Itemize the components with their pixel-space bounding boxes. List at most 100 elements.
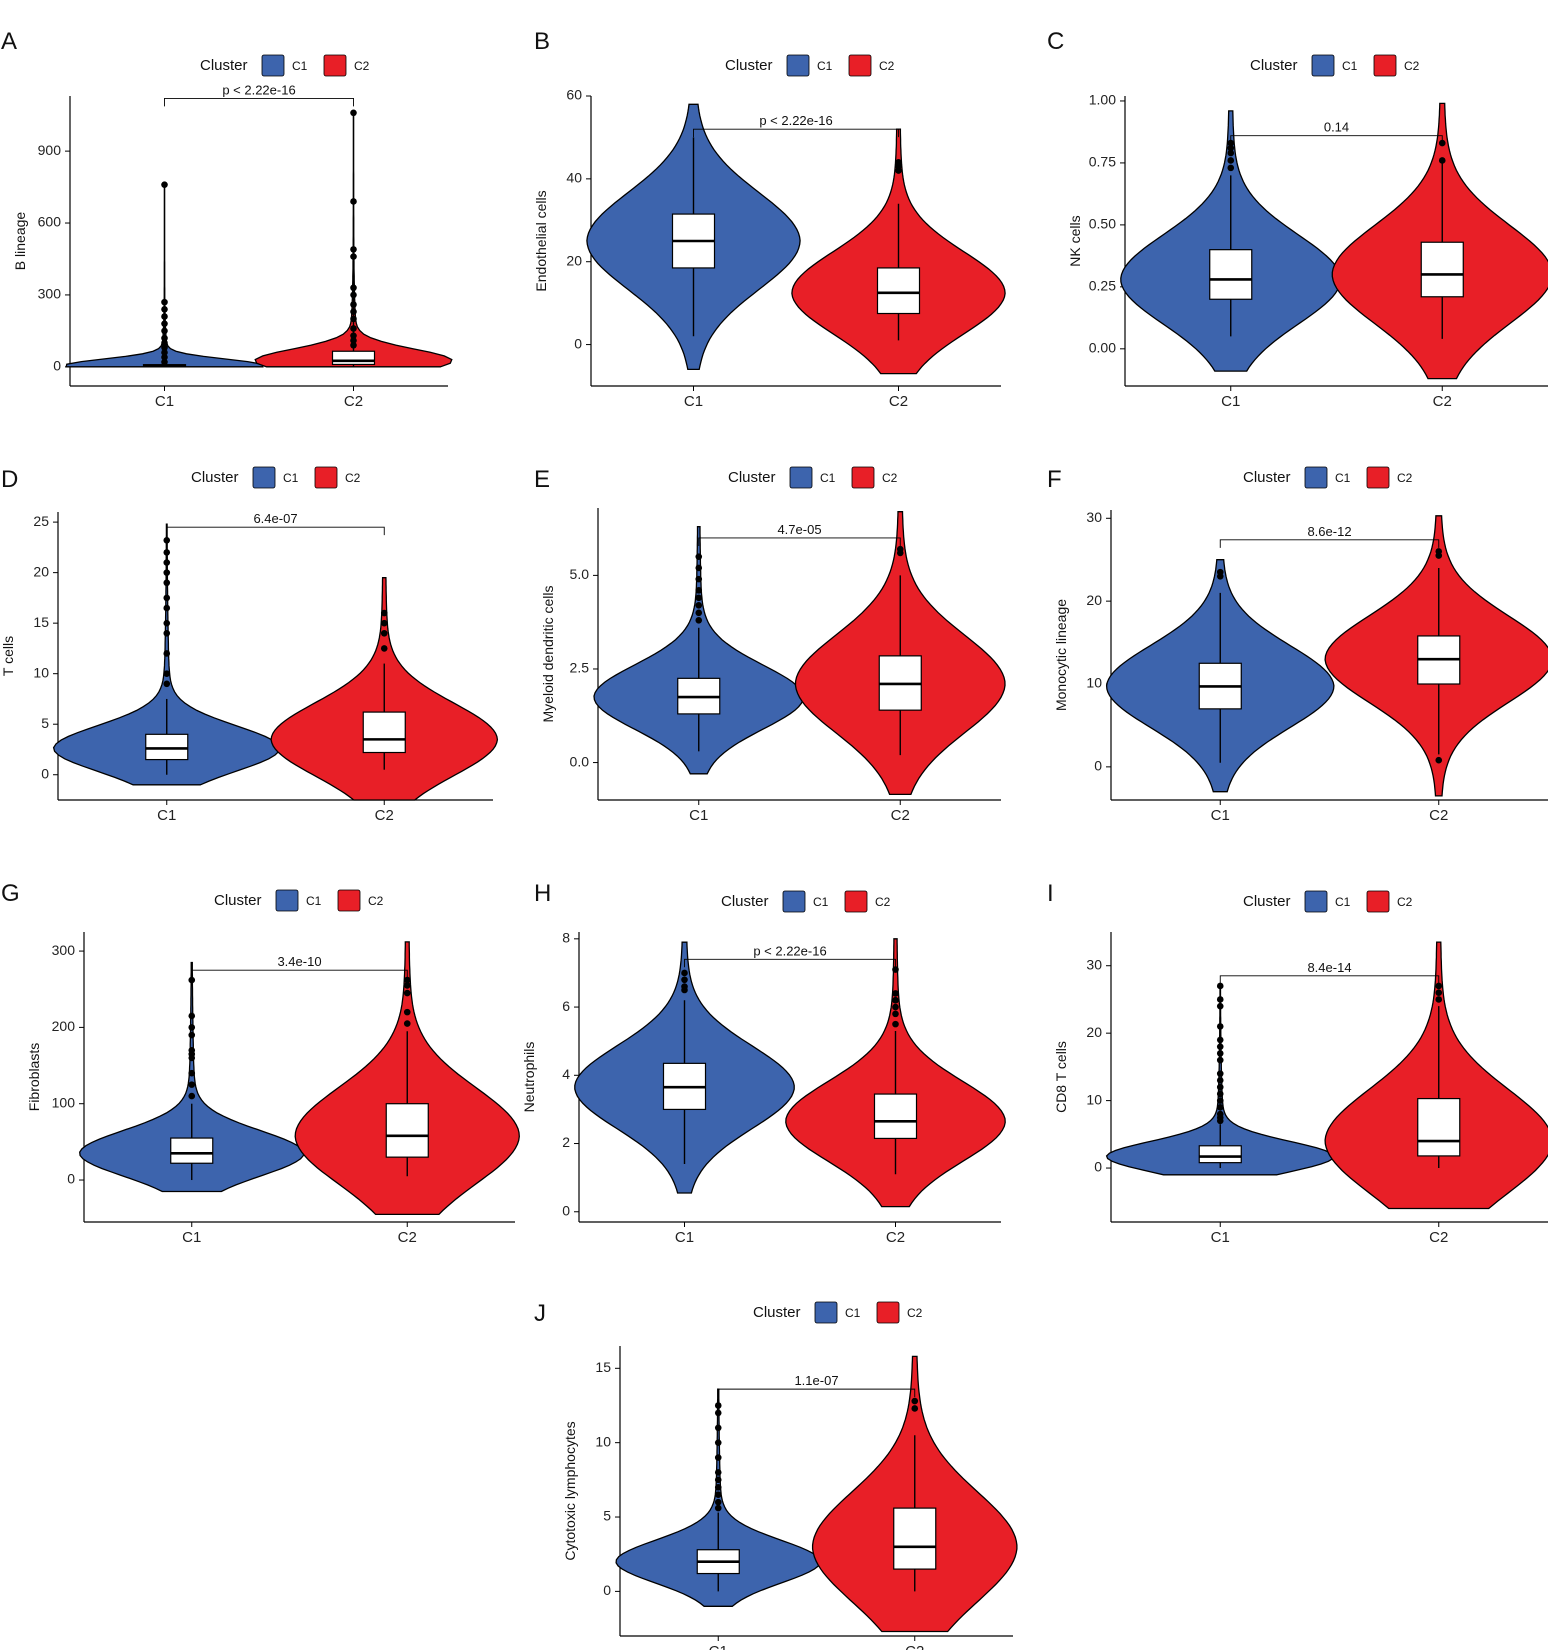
panel-letter: C [1047, 28, 1064, 55]
y-tick-label: 0 [603, 1582, 611, 1598]
box-c2 [876, 267, 921, 315]
significance-bracket [717, 1388, 916, 1398]
outlier-point [1435, 548, 1443, 555]
significance-bracket [191, 969, 408, 979]
x-tick-label: C2 [1429, 807, 1448, 824]
outlier-point [350, 325, 357, 332]
outlier-point [403, 976, 411, 984]
legend: Cluster C1 C2 [1250, 54, 1420, 77]
y-tick-label: 30 [1086, 956, 1102, 972]
outlier-point [188, 1012, 196, 1020]
legend: Cluster C1 C2 [214, 889, 384, 912]
outlier-point [892, 1020, 899, 1028]
box-c2 [385, 1103, 429, 1158]
outlier-point [403, 1008, 411, 1016]
legend-key-c1 [1304, 466, 1328, 489]
outlier-point [1216, 982, 1224, 990]
outlier-point [695, 575, 703, 583]
y-axis-label: Myeloid dendritic cells [540, 586, 556, 723]
legend-key-c2 [1373, 54, 1397, 77]
outlier-point [161, 339, 168, 347]
legend-title: Cluster [721, 893, 769, 910]
x-tick-label: C1 [182, 1229, 201, 1246]
y-tick-label: 15 [595, 1359, 611, 1375]
outlier-point [695, 609, 703, 617]
outlier-point [380, 629, 388, 637]
legend-label-c1: C1 [306, 894, 322, 908]
panel-letter: J [534, 1300, 546, 1327]
legend-title: Cluster [191, 469, 239, 486]
outlier-point [1216, 1110, 1224, 1118]
y-tick-label: 0.00 [1089, 340, 1116, 356]
y-tick-label: 10 [595, 1433, 611, 1449]
outlier-point [380, 645, 388, 652]
box-c2 [1420, 241, 1464, 298]
outlier-point [161, 313, 168, 320]
outlier-point [1216, 1104, 1224, 1111]
y-axis-label: Monocytic lineage [1053, 599, 1069, 711]
legend-label-c1: C1 [817, 59, 833, 73]
outlier-point [188, 1024, 196, 1031]
legend-title: Cluster [1250, 57, 1298, 74]
legend-key-c2 [851, 466, 875, 489]
x-tick-label: C1 [1221, 393, 1240, 410]
outlier-point [350, 109, 357, 117]
panel-letter: E [534, 466, 550, 493]
legend-label-c1: C1 [813, 895, 829, 909]
p-value-label: 4.7e-05 [777, 522, 821, 537]
panel-f: F Cluster C1 C2 0 10 20 30 C1 C2 Monocytic lineage… [1047, 466, 1548, 824]
panel-i: I Cluster C1 C2 0 10 20 30 C1 C2 CD8 T cells 8.4e-1… [1047, 880, 1548, 1246]
p-value-label: 8.6e-12 [1307, 524, 1351, 539]
y-tick-label: 100 [52, 1094, 76, 1110]
panel-e: E Cluster C1 C2 0.0 2.5 5.0 C1 C2 Myeloid dendrit… [534, 466, 1006, 824]
outlier-point [1227, 144, 1235, 152]
outlier-point [714, 1424, 722, 1432]
significance-bracket [698, 537, 901, 546]
p-value-label: 1.1e-07 [794, 1373, 838, 1388]
x-tick-label: C1 [157, 807, 176, 824]
panel-g: G Cluster C1 C2 0 100 200 300 C1 C2 Fibroblasts 3.4… [1, 880, 520, 1246]
y-tick-label: 60 [566, 87, 582, 103]
legend-key-c1 [782, 890, 806, 913]
x-tick-label: C2 [398, 1229, 417, 1246]
outlier-point [350, 337, 357, 344]
legend-label-c2: C2 [875, 895, 891, 909]
y-tick-label: 20 [1086, 1024, 1102, 1040]
legend-title: Cluster [725, 57, 773, 74]
legend: Cluster C1 C2 [753, 1301, 923, 1324]
legend: Cluster C1 C2 [725, 54, 895, 77]
outlier-point [1216, 568, 1224, 576]
p-value-label: 6.4e-07 [253, 511, 297, 526]
y-tick-label: 0 [562, 1202, 570, 1218]
legend-title: Cluster [1243, 469, 1291, 486]
outlier-point [714, 1491, 722, 1499]
outlier-point [161, 349, 168, 356]
y-axis-label: B lineage [12, 212, 28, 271]
outlier-point [681, 969, 688, 977]
outlier-point [1216, 1023, 1224, 1030]
outlier-point [1216, 1043, 1224, 1050]
outlier-point [161, 353, 168, 361]
outlier-point [714, 1483, 722, 1491]
outlier-point [695, 594, 703, 602]
y-tick-label: 600 [38, 214, 62, 230]
p-value-label: p < 2.22e-16 [222, 82, 295, 97]
panel-a: A Cluster C1 C2 0 300 600 900 C1 C2 B lineage p < 2… [1, 28, 453, 410]
outlier-point [1216, 1090, 1224, 1098]
y-axis-label: CD8 T cells [1053, 1041, 1069, 1113]
legend-label-c2: C2 [345, 471, 361, 485]
legend-label-c2: C2 [879, 59, 895, 73]
x-tick-label: C2 [891, 807, 910, 824]
legend-label-c2: C2 [1397, 895, 1413, 909]
y-tick-label: 4 [562, 1066, 570, 1082]
outlier-point [350, 284, 357, 292]
legend-key-c2 [1366, 890, 1390, 913]
legend: Cluster C1 C2 [721, 890, 891, 913]
legend-label-c2: C2 [1404, 59, 1420, 73]
outlier-point [350, 308, 357, 316]
legend-key-c2 [844, 890, 868, 913]
y-tick-label: 0.50 [1089, 216, 1116, 232]
x-tick-label: C1 [155, 393, 174, 410]
outlier-point [161, 298, 168, 306]
outlier-point [403, 1020, 411, 1027]
